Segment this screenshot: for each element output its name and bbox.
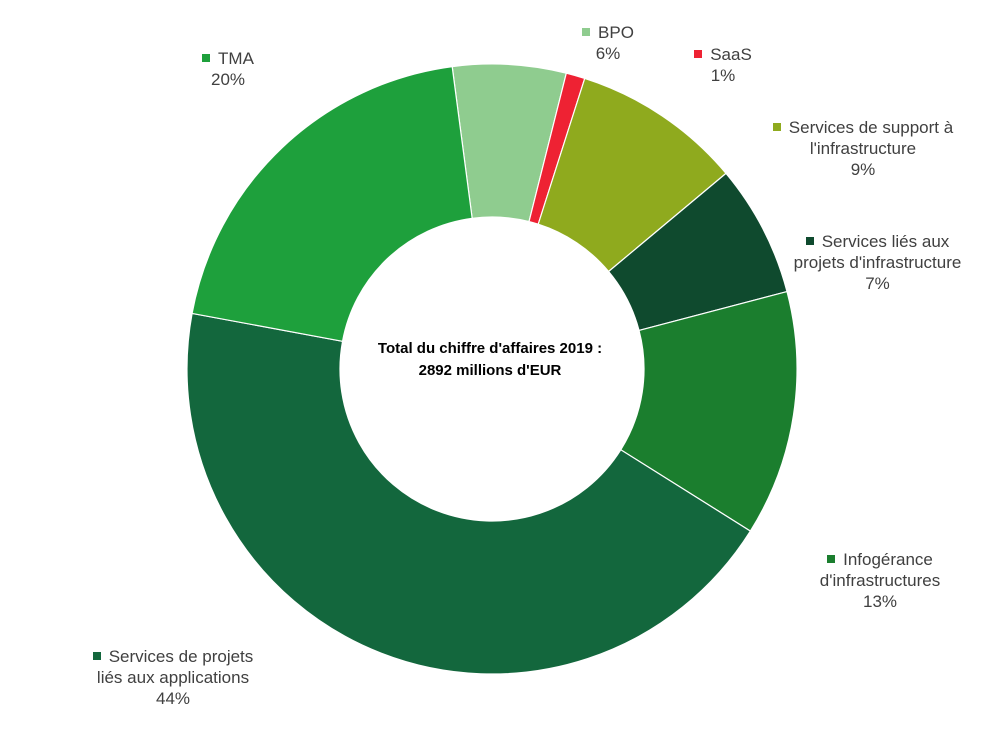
center-label-line1: Total du chiffre d'affaires 2019 : [377, 340, 603, 357]
slice-name-support-infra-line2: l'infrastructure [809, 139, 917, 158]
donut-slice-infog-rance-d-infrastructures [619, 290, 798, 532]
center-label-line2: 2892 millions d'EUR [418, 362, 562, 379]
slice-pct-bpo: 6% [595, 44, 621, 63]
slice-name-tma-line1: TMA [218, 49, 254, 68]
legend-swatch-bpo [582, 27, 591, 36]
slice-label-infogerance: Infogérance d'infrastructures 13% [790, 549, 970, 612]
slice-label-projets-applis: Services de projets liés aux application… [68, 646, 278, 709]
slice-label-bpo: BPO 6% [548, 22, 668, 64]
center-label: Total du chiffre d'affaires 2019 : 2892 … [340, 338, 640, 382]
slice-pct-projets-infra: 7% [865, 274, 890, 293]
legend-swatch-saas [694, 49, 703, 58]
legend-swatch-infogerance [827, 554, 836, 563]
slice-name-infogerance-line1: Infogérance [843, 550, 933, 569]
slice-name-saas-line1: SaaS [710, 45, 752, 64]
slice-pct-saas: 1% [710, 66, 736, 85]
slice-name-projets-applis-line2: liés aux applications [96, 668, 250, 687]
slice-pct-support-infra: 9% [850, 160, 876, 179]
slice-name-projets-infra-line2: projets d'infrastructure [793, 253, 962, 272]
slice-name-bpo-line1: BPO [598, 23, 634, 42]
slice-pct-projets-applis: 44% [155, 689, 191, 708]
slice-pct-tma: 20% [210, 70, 246, 89]
slice-name-projets-applis-line1: Services de projets [108, 647, 254, 666]
legend-swatch-tma [202, 53, 211, 62]
slice-label-saas: SaaS 1% [668, 44, 778, 86]
donut-slice-tma [191, 65, 473, 342]
slice-name-infogerance-line2: d'infrastructures [819, 571, 941, 590]
slice-name-support-infra-line1: Services de support à [788, 118, 954, 137]
legend-swatch-projets-infra [805, 236, 814, 245]
slice-label-projets-infra: Services liés aux projets d'infrastructu… [770, 231, 985, 294]
donut-slice-services-de-projets-li-s-aux-applications [186, 312, 752, 675]
slice-label-support-infra: Services de support à l'infrastructure 9… [758, 117, 968, 180]
slice-label-tma: TMA 20% [178, 48, 278, 90]
slice-name-projets-infra-line1: Services liés aux [821, 232, 950, 251]
legend-swatch-projets-applis [92, 651, 101, 660]
slice-pct-infogerance: 13% [862, 592, 898, 611]
legend-swatch-support-infra [772, 122, 781, 131]
